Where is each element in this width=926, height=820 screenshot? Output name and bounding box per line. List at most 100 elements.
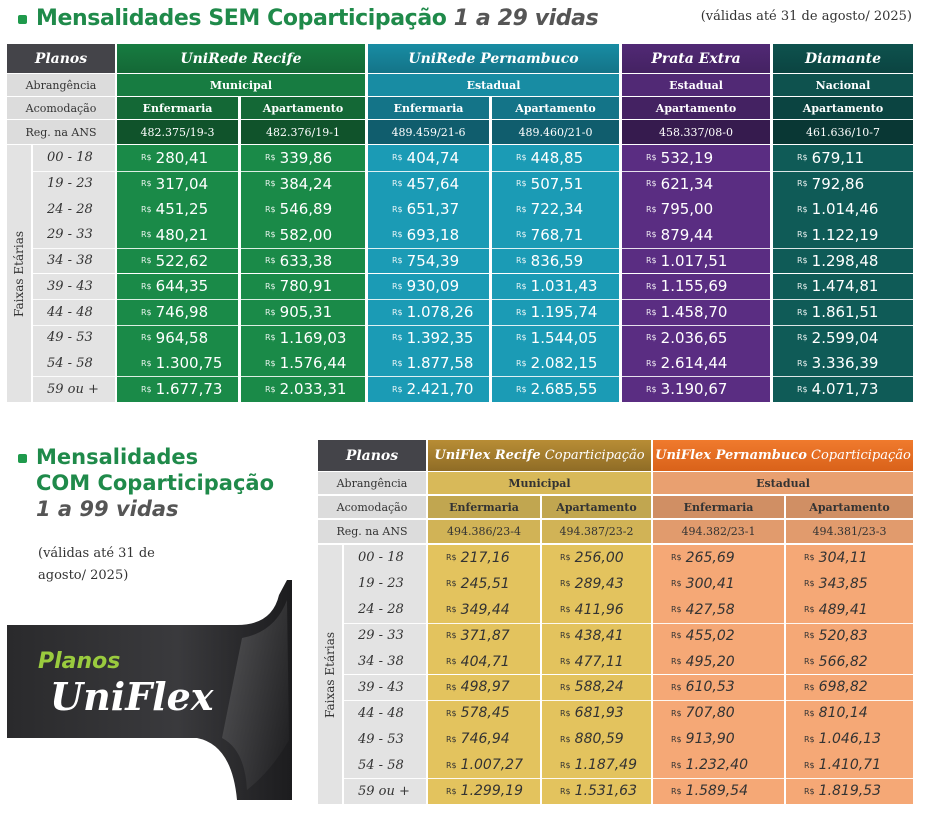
price-cell: R$ 754,39 [368,247,489,274]
currency-symbol: R$ [141,333,152,343]
price-value: 1.544,05 [530,328,598,347]
currency-symbol: R$ [392,307,403,317]
price-cell: R$ 588,24 [542,674,651,701]
section2-title-line2: COM Coparticipação [36,471,275,495]
currency-symbol: R$ [804,786,815,796]
section1-title: Mensalidades SEM Coparticipação 1 a 29 v… [18,6,599,31]
currency-symbol: R$ [141,384,152,394]
price-value: 4.071,73 [811,380,879,399]
currency-symbol: R$ [516,179,527,189]
price-value: 520,83 [818,627,868,644]
age-range-5: 39 - 43 [33,273,115,300]
price-cell: R$ 3.336,39 [773,350,913,377]
currency-symbol: R$ [446,708,457,718]
section2-title-line1: Mensalidades [36,445,199,469]
currency-symbol: R$ [560,657,571,667]
price-value: 693,18 [406,225,460,244]
price-cell: R$ 746,98 [117,299,238,325]
price-cell: R$ 455,02 [653,622,784,649]
currency-symbol: R$ [671,708,682,718]
currency-symbol: R$ [646,307,657,317]
price-cell: R$ 265,69 [653,545,784,571]
currency-symbol: R$ [646,153,657,163]
currency-symbol: R$ [646,333,657,343]
currency-symbol: R$ [141,230,152,240]
price-value: 522,62 [155,251,209,270]
price-cell: R$ 498,97 [428,674,540,701]
currency-symbol: R$ [646,230,657,240]
col-ans-2-2: 494.382/23-1 [653,520,784,543]
currency-symbol: R$ [646,358,657,368]
currency-symbol: R$ [560,579,571,589]
row-divider [344,622,913,624]
price-value: 2.421,70 [406,380,474,399]
price-cell: R$ 404,74 [368,145,489,171]
currency-symbol: R$ [797,230,808,240]
price-value: 507,51 [530,174,584,193]
section2-title-italic: 1 a 99 vidas [36,497,179,521]
price-value: 289,43 [574,575,624,592]
price-value: 451,25 [155,200,209,219]
label-reg-ans-2: Reg. na ANS [318,520,426,543]
currency-symbol: R$ [804,760,815,770]
currency-symbol: R$ [560,631,571,641]
price-cell: R$ 905,31 [241,299,365,325]
price-value: 404,74 [406,148,460,167]
price-value: 879,44 [660,225,714,244]
price-cell: R$ 1.861,51 [773,299,913,325]
price-value: 1.232,40 [685,757,748,774]
price-cell: R$ 317,04 [117,170,238,197]
age-range-1: 19 - 23 [33,170,115,197]
price-cell: R$ 371,87 [428,622,540,649]
price-cell: R$ 427,58 [653,596,784,623]
price-value: 746,98 [155,303,209,322]
price-cell: R$ 679,11 [773,145,913,171]
price-value: 780,91 [279,277,333,296]
currency-symbol: R$ [804,579,815,589]
price-value: 880,59 [574,731,624,748]
price-cell: R$ 698,82 [786,674,913,701]
currency-symbol: R$ [265,358,276,368]
age-range-8: 54 - 58 [33,350,115,377]
price-value: 280,41 [155,148,209,167]
price-value: 2.599,04 [811,328,879,347]
price-cell: R$ 546,89 [241,196,365,223]
col-acomodacao-2-2: Enfermaria [653,496,784,518]
price-cell: R$ 1.576,44 [241,350,365,377]
col-acomodacao-4: Apartamento [622,97,770,119]
price-value: 265,69 [685,549,735,566]
price-cell: R$ 2.033,31 [241,376,365,402]
price-value: 300,41 [685,575,735,592]
currency-symbol: R$ [265,333,276,343]
currency-symbol: R$ [804,657,815,667]
price-cell: R$ 722,34 [492,196,619,223]
label-acomodacao-2: Acomodação [318,496,426,518]
col-ans-1: 482.376/19-1 [241,120,365,144]
currency-symbol: R$ [797,333,808,343]
currency-symbol: R$ [516,281,527,291]
table-com-coparticipacao: Planos Abrangência Acomodação Reg. na ANS Fa… [318,440,913,804]
col-ans-0: 482.375/19-3 [117,120,238,144]
price-value: 1.474,81 [811,277,879,296]
price-cell: R$ 610,53 [653,674,784,701]
price-value: 1.017,51 [660,251,728,270]
price-value: 3.190,67 [660,380,728,399]
currency-symbol: R$ [265,281,276,291]
currency-symbol: R$ [446,734,457,744]
age-range-2-5: 39 - 43 [344,674,426,701]
price-cell: R$ 3.190,67 [622,376,770,402]
currency-symbol: R$ [516,204,527,214]
currency-symbol: R$ [560,734,571,744]
currency-symbol: R$ [446,760,457,770]
plan-header-2: Prata Extra [622,44,770,73]
price-cell: R$ 578,45 [428,700,540,727]
currency-symbol: R$ [392,204,403,214]
currency-symbol: R$ [516,333,527,343]
age-range-2-3: 29 - 33 [344,622,426,649]
price-cell: R$ 880,59 [542,726,651,753]
section1-title-bold: Mensalidades SEM Coparticipação [36,6,447,31]
price-value: 3.336,39 [811,354,879,373]
currency-symbol: R$ [141,256,152,266]
currency-symbol: R$ [797,153,808,163]
col-ans-2-1: 494.387/23-2 [542,520,651,543]
